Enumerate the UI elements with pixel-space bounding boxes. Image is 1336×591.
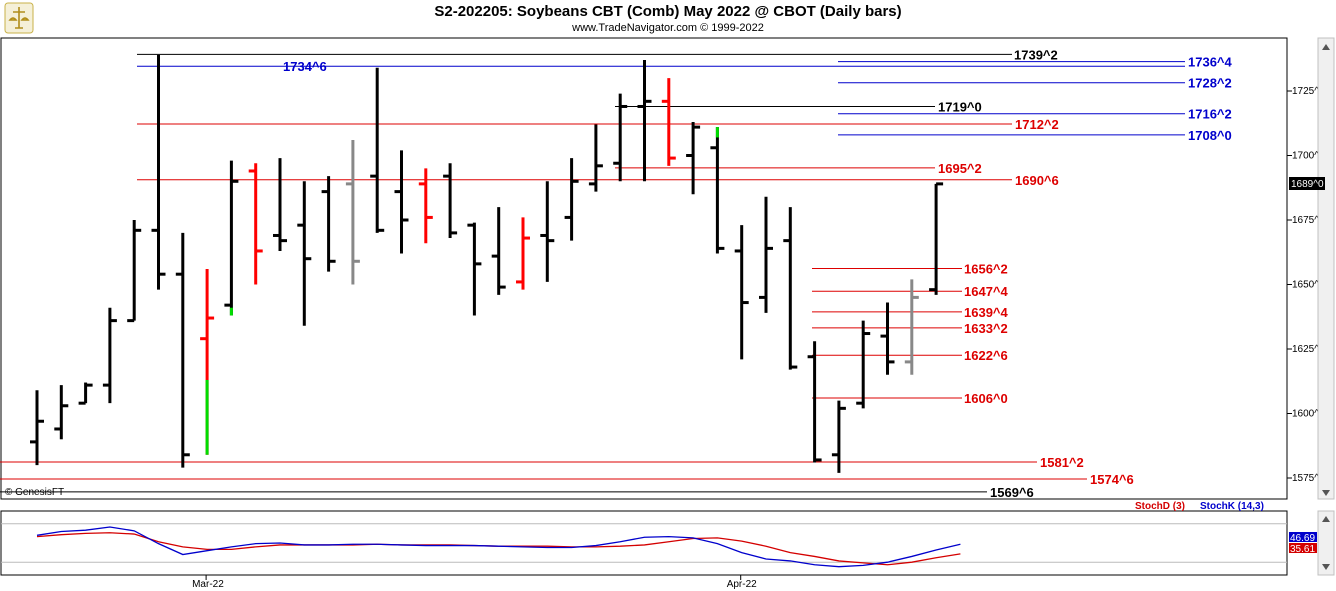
y-tick-label: 1700^0 [1292, 151, 1325, 162]
y-tick-label: 1625^0 [1292, 344, 1325, 355]
level-label: 1622^6 [964, 348, 1008, 363]
ohlc-bar [467, 222, 482, 316]
stoch-scroll-down-icon[interactable] [1322, 564, 1330, 570]
ohlc-bar [370, 67, 385, 233]
ohlc-bar [418, 168, 433, 244]
last-price-box [1289, 177, 1325, 190]
price-scrollbar[interactable] [1317, 37, 1335, 500]
ohlc-bar [686, 121, 701, 195]
ohlc-bar [54, 385, 69, 440]
ohlc-bars [30, 54, 944, 473]
y-tick-label: 1600^0 [1292, 409, 1325, 420]
ohlc-bar [248, 163, 263, 285]
x-tick-label: Apr-22 [727, 579, 757, 590]
ohlc-bar [661, 78, 676, 166]
ohlc-bar [224, 160, 239, 316]
ohlc-bar [345, 140, 360, 285]
level-label: 1728^2 [1188, 76, 1232, 91]
ohlc-bar [30, 390, 44, 466]
ohlc-bar [710, 127, 725, 254]
level-label: 1712^2 [1015, 117, 1059, 132]
ohlc-bar [807, 341, 822, 463]
ohlc-bar [734, 225, 749, 360]
stochd-value: 35.61 [1290, 544, 1315, 555]
ohlc-bar [831, 400, 846, 473]
ohlc-bar [540, 181, 555, 282]
last-price-label: 1689^0 [1291, 179, 1324, 190]
ohlc-bar [297, 181, 312, 326]
stochastic-lines [1, 523, 1287, 568]
ohlc-bar [394, 150, 409, 254]
chart-subtitle: www.TradeNavigator.com © 1999-2022 [572, 22, 764, 34]
scroll-down-icon[interactable] [1322, 490, 1330, 496]
price-panel-frame [0, 37, 1288, 500]
chart-header: S2-202205: Soybeans CBT (Comb) May 2022 … [0, 0, 1336, 38]
stochd-legend: StochD (3) [1135, 501, 1185, 512]
ohlc-bar [321, 176, 336, 272]
level-label: 1569^6 [990, 485, 1034, 500]
ohlc-bar [443, 163, 458, 239]
level-label: 1719^0 [938, 99, 982, 114]
scroll-up-icon[interactable] [1322, 44, 1330, 50]
ohlc-bar [637, 60, 652, 182]
ohlc-bar [151, 54, 166, 290]
level-label: 1574^6 [1090, 472, 1134, 487]
level-label: 1716^2 [1188, 107, 1232, 122]
level-label: 1708^0 [1188, 128, 1232, 143]
y-tick-label: 1725^0 [1292, 86, 1325, 97]
stochd-line [36, 532, 961, 566]
genesis-watermark: © GenesisFT [5, 487, 64, 498]
ohlc-bar [613, 93, 628, 182]
ohlc-bar [564, 158, 579, 241]
genesis-logo-icon [4, 2, 34, 34]
stoch-scrollbar[interactable] [1317, 510, 1335, 576]
level-label: 1736^4 [1188, 55, 1233, 70]
ohlc-bar [759, 196, 773, 313]
ohlc-bar [783, 207, 798, 370]
level-label: 1656^2 [964, 262, 1008, 277]
stochk-line [36, 526, 961, 568]
ohlc-bar [175, 232, 190, 468]
x-tick-label: Mar-22 [192, 579, 224, 590]
ohlc-bar [856, 320, 871, 409]
y-tick-label: 1575^0 [1292, 473, 1325, 484]
y-tick-label: 1675^0 [1292, 215, 1325, 226]
stochd-value-box [1289, 543, 1317, 553]
level-label: 1647^4 [964, 284, 1009, 299]
stoch-scroll-up-icon[interactable] [1322, 516, 1330, 522]
level-label: 1639^4 [964, 305, 1009, 320]
level-lines: 1739^2 1736^4 1734^6 1728^2 1719^0 1716^2 1712… [0, 47, 1233, 500]
ohlc-bar [588, 124, 603, 192]
ohlc-bar [516, 217, 530, 290]
level-label: 1581^2 [1040, 455, 1084, 470]
ohlc-bar [78, 382, 93, 405]
stochk-value: 46.69 [1290, 533, 1315, 544]
ohlc-bar [880, 302, 895, 375]
ohlc-bar [491, 207, 506, 295]
stoch-panel-frame [0, 510, 1288, 576]
ohlc-bar [904, 279, 919, 375]
level-label: 1606^0 [964, 391, 1008, 406]
level-label: 1690^6 [1015, 173, 1059, 188]
chart-title: S2-202205: Soybeans CBT (Comb) May 2022 … [434, 3, 902, 20]
level-label: 1739^2 [1014, 47, 1058, 62]
stochk-legend: StochK (14,3) [1200, 501, 1264, 512]
level-label: 1633^2 [964, 321, 1008, 336]
stochk-value-box [1289, 532, 1317, 542]
y-tick-label: 1650^0 [1292, 280, 1325, 291]
ohlc-bar [200, 269, 215, 455]
ohlc-bar [273, 158, 287, 251]
level-label: 1734^6 [283, 59, 327, 74]
ohlc-bar [929, 182, 944, 295]
level-label: 1695^2 [938, 161, 982, 176]
ohlc-bar [127, 220, 142, 323]
ohlc-bar [102, 307, 117, 404]
price-y-axis: 1575^0 1600^0 1625^0 1650^0 1675^0 1700^0 1725… [1287, 86, 1325, 484]
date-x-axis: Mar-22 Apr-22 [192, 575, 757, 590]
